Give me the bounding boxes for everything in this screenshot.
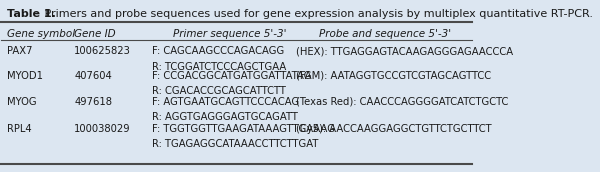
Text: R: TCGGATCTCCCAGCTGAA: R: TCGGATCTCCCAGCTGAA [152,62,286,72]
Text: Gene symbol: Gene symbol [7,29,75,39]
Text: 100038029: 100038029 [74,124,131,134]
Text: MYOD1: MYOD1 [7,71,43,81]
Text: F: CCGACGGCATGATGGATTATAG: F: CCGACGGCATGATGGATTATAG [152,71,311,81]
Text: RPL4: RPL4 [7,124,32,134]
Text: F: AGTGAATGCAGTTCCCACAG: F: AGTGAATGCAGTTCCCACAG [152,97,299,107]
Text: R: TGAGAGGCATAAACCTTCTTGAT: R: TGAGAGGCATAAACCTTCTTGAT [152,139,319,149]
Text: (Cy5): AACCAAGGAGGCTGTTCTGCTTCT: (Cy5): AACCAAGGAGGCTGTTCTGCTTCT [296,124,491,134]
Text: Probe and sequence 5'-3': Probe and sequence 5'-3' [319,29,451,39]
Text: R: CGACACCGCAGCATTCTT: R: CGACACCGCAGCATTCTT [152,86,286,96]
Text: 100625823: 100625823 [74,46,131,56]
Text: 407604: 407604 [74,71,112,81]
Text: 497618: 497618 [74,97,112,107]
Text: Primers and probe sequences used for gene expression analysis by multiplex quant: Primers and probe sequences used for gen… [41,9,593,19]
Text: MYOG: MYOG [7,97,37,107]
Text: R: AGGTGAGGGAGTGCAGATT: R: AGGTGAGGGAGTGCAGATT [152,112,298,122]
Text: (Texas Red): CAACCCAGGGGATCATCTGCTC: (Texas Red): CAACCCAGGGGATCATCTGCTC [296,97,508,107]
Text: PAX7: PAX7 [7,46,32,56]
Text: F: CAGCAAGCCCAGACAGG: F: CAGCAAGCCCAGACAGG [152,46,284,56]
Text: Gene ID: Gene ID [74,29,116,39]
Text: (HEX): TTGAGGAGTACAAGAGGGAGAACCCA: (HEX): TTGAGGAGTACAAGAGGGAGAACCCA [296,46,512,56]
Text: Table 1.: Table 1. [7,9,56,19]
Text: (FAM): AATAGGTGCCGTCGTAGCAGTTCC: (FAM): AATAGGTGCCGTCGTAGCAGTTCC [296,71,491,81]
Text: Primer sequence 5'-3': Primer sequence 5'-3' [173,29,286,39]
Text: F: TGGTGGTTGAAGATAAAGTTGAAAG: F: TGGTGGTTGAAGATAAAGTTGAAAG [152,124,335,134]
